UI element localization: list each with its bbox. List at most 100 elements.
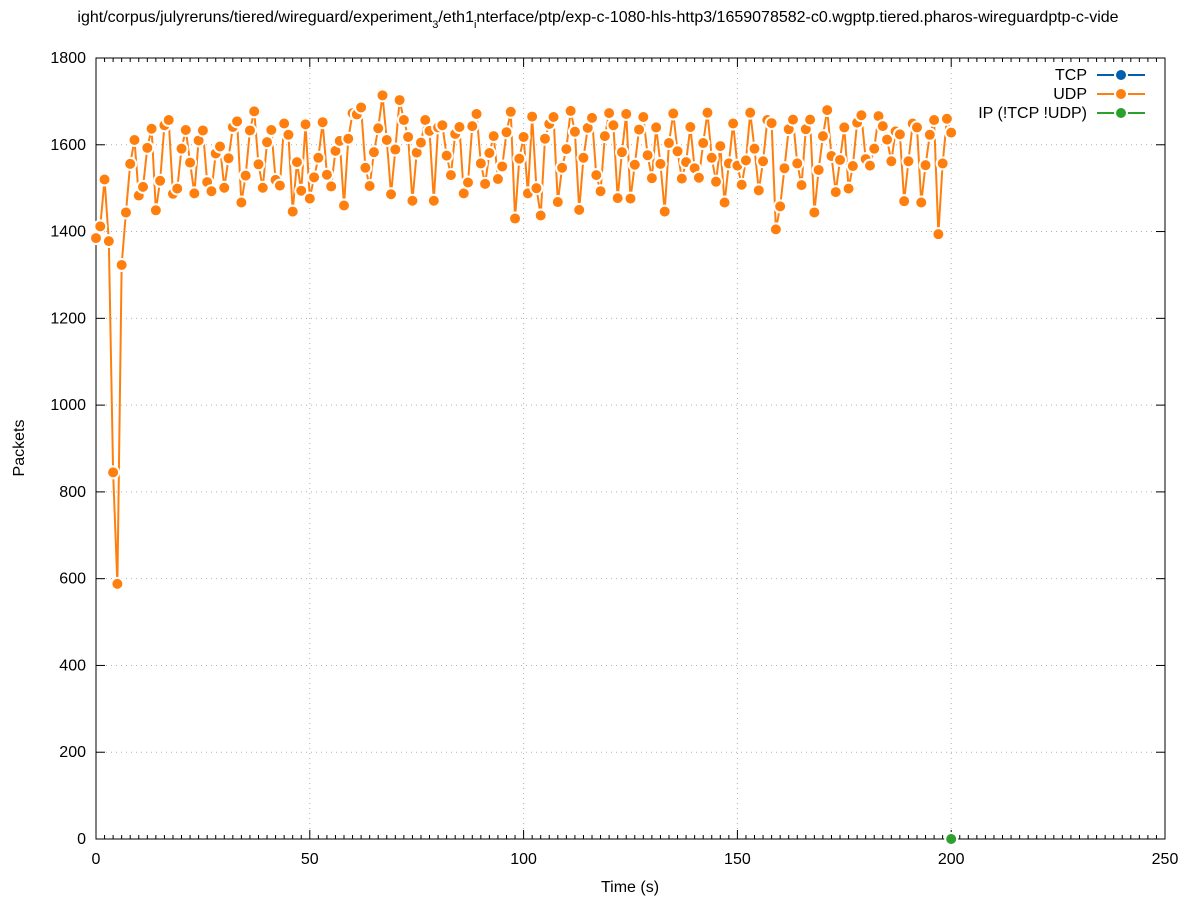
data-point [623,191,638,206]
data-point [260,135,275,150]
legend-marker [1114,106,1128,120]
legend-marker [1114,87,1128,101]
data-point [277,116,292,131]
data-point [89,231,103,246]
legend: TCP UDP IP (!TCP !UDP) [978,67,1145,122]
y-axis-label: Packets [11,420,28,477]
data-point [909,120,924,135]
data-point [358,160,373,175]
data-point [516,129,531,144]
x-axis-label: Time (s) [601,879,659,896]
data-point [281,127,296,142]
data-point [897,194,912,209]
data-point [572,202,587,217]
data-point [862,158,877,173]
data-point [255,180,270,195]
data-point [525,109,540,124]
data-point [178,123,193,138]
data-point [892,127,907,142]
y-tick-label: 0 [77,831,86,848]
data-point [880,132,895,147]
data-point [439,148,454,163]
data-point [559,142,574,157]
legend-label: UDP [1053,86,1087,103]
data-point [674,171,689,186]
y-tick-label: 1600 [50,137,86,154]
data-point [106,465,121,480]
data-point [413,135,428,150]
data-point [768,222,783,237]
data-point [375,88,390,103]
data-point [696,136,711,151]
data-point [777,161,792,176]
data-point [144,121,159,136]
x-tick-label: 250 [1152,851,1179,868]
data-point [183,155,198,170]
data-point [550,195,565,210]
data-point [242,123,257,138]
data-point [508,211,523,226]
data-point [619,106,634,121]
chart-title: ight/corpus/julyreruns/tiered/wireguard/… [77,9,1118,31]
data-point [901,154,916,169]
axes: 0 200 400 600 800 1000 1200 1400 1600 1800 0 50 100 1… [50,50,1178,868]
data-point [640,148,655,163]
data-point [341,131,356,146]
data-point [636,110,651,125]
data-point [854,108,869,123]
data-point [379,133,394,148]
data-point [161,113,176,128]
data-point [366,145,381,160]
data-point [110,576,125,591]
data-point [931,227,946,242]
data-point [627,157,642,172]
data-point [461,175,476,190]
data-point [649,120,664,135]
data-point [807,205,822,220]
data-point [738,153,753,168]
data-point [93,219,108,234]
data-point [614,145,629,160]
y-tick-label: 1000 [50,397,86,414]
data-point [490,172,505,187]
y-tick-label: 400 [59,657,86,674]
data-point [289,155,304,170]
plot-frame [95,57,1166,840]
data-point [384,187,399,202]
data-point [512,151,527,166]
x-tick-label: 100 [510,851,537,868]
data-point [790,156,805,171]
data-point [794,178,809,193]
data-point [533,208,548,223]
data-point [230,114,245,129]
data-point [148,203,163,218]
legend-marker [1114,68,1128,82]
x-tick-label: 0 [92,851,101,868]
data-point [354,100,369,115]
data-point [114,257,129,272]
data-point [661,136,676,151]
data-point [751,183,766,198]
data-point [311,150,326,165]
data-point [713,139,728,154]
data-point [234,195,249,210]
y-tick-label: 1800 [50,50,86,67]
data-point [136,179,151,194]
data-point [773,199,788,214]
data-point [272,178,287,193]
data-point [567,124,582,139]
data-point [700,105,715,120]
data-point [337,198,352,213]
data-point [285,204,300,219]
data-point [563,103,578,118]
data-point [217,180,232,195]
grid [96,58,1165,839]
data-point [486,129,501,144]
data-point [944,832,959,846]
data-point [709,174,724,189]
data-point [756,154,771,169]
data-point [97,172,112,187]
data-point [473,156,488,171]
data-point [764,116,779,131]
